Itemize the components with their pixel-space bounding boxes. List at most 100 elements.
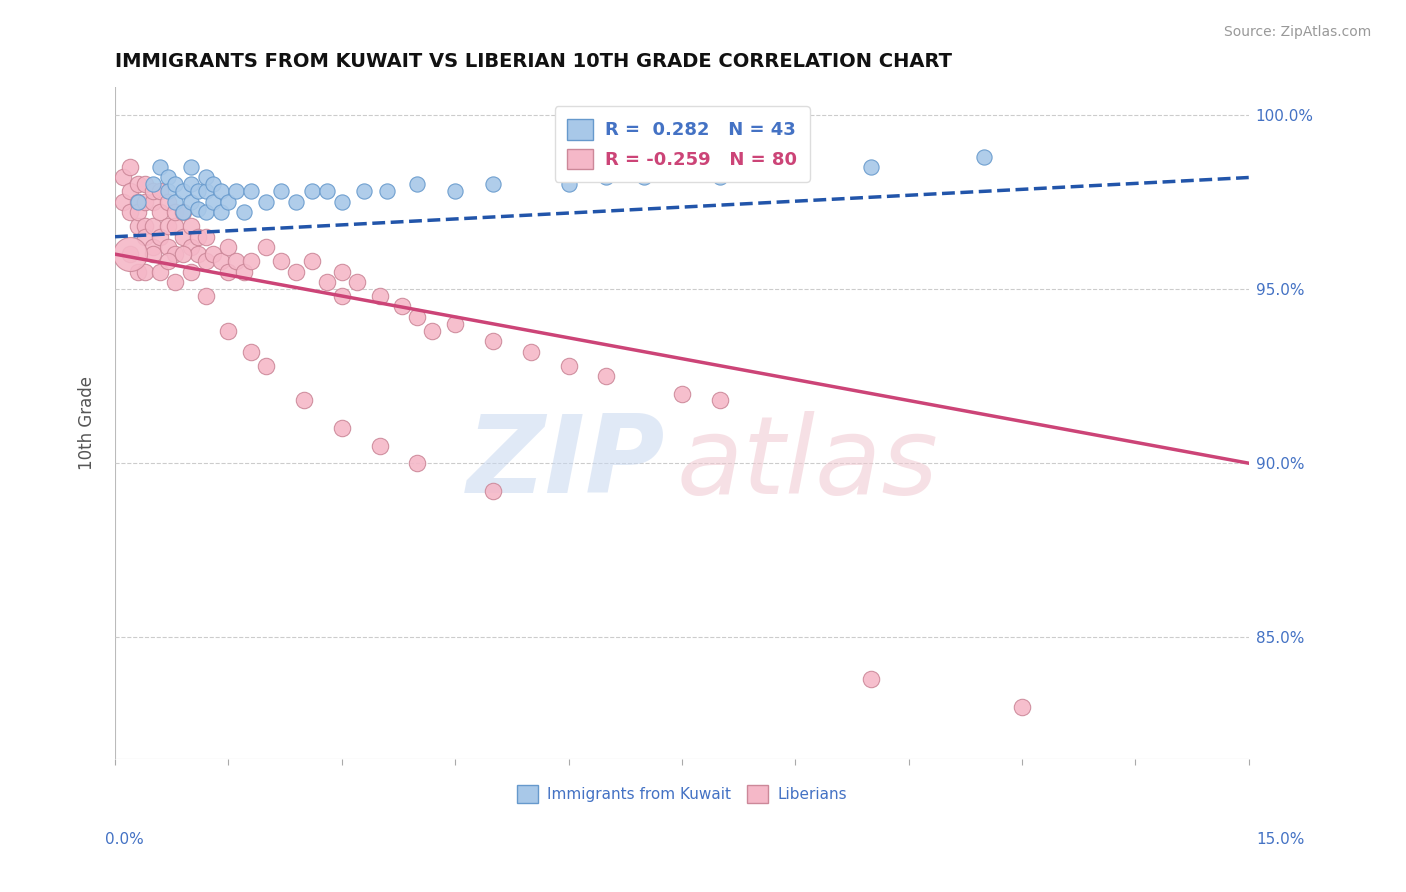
Point xyxy=(149,229,172,244)
Point xyxy=(180,240,202,254)
Point xyxy=(134,264,156,278)
Y-axis label: 10th Grade: 10th Grade xyxy=(79,376,96,470)
Point xyxy=(111,194,134,209)
Point xyxy=(156,170,179,185)
Point xyxy=(127,219,149,234)
Point xyxy=(217,240,239,254)
Point xyxy=(315,275,337,289)
Point xyxy=(180,264,202,278)
Point xyxy=(120,160,142,174)
Point xyxy=(120,247,142,261)
Point xyxy=(149,205,172,219)
Point xyxy=(595,369,617,384)
Point xyxy=(149,160,172,174)
Point xyxy=(330,289,353,303)
Point xyxy=(165,194,187,209)
Point xyxy=(187,247,209,261)
Point xyxy=(180,219,202,234)
Point xyxy=(270,254,292,268)
Point xyxy=(127,205,149,219)
Point xyxy=(1011,700,1033,714)
Point xyxy=(111,170,134,185)
Point xyxy=(165,178,187,192)
Point xyxy=(285,194,308,209)
Point xyxy=(202,178,225,192)
Point xyxy=(209,205,232,219)
Point xyxy=(127,194,149,209)
Point xyxy=(120,185,142,199)
Point xyxy=(165,205,187,219)
Point xyxy=(120,247,142,261)
Point xyxy=(406,310,429,324)
Point xyxy=(315,185,337,199)
Point xyxy=(120,205,142,219)
Point xyxy=(444,185,467,199)
Point xyxy=(859,672,882,686)
Point xyxy=(134,219,156,234)
Point xyxy=(301,254,323,268)
Point xyxy=(254,240,277,254)
Point xyxy=(142,194,165,209)
Point xyxy=(671,386,693,401)
Point xyxy=(165,275,187,289)
Point xyxy=(254,194,277,209)
Point xyxy=(127,194,149,209)
Point xyxy=(209,185,232,199)
Point xyxy=(406,456,429,470)
Point xyxy=(368,289,391,303)
Point xyxy=(165,247,187,261)
Point xyxy=(209,254,232,268)
Point xyxy=(142,219,165,234)
Point xyxy=(240,344,263,359)
Point xyxy=(172,247,194,261)
Point xyxy=(134,178,156,192)
Point xyxy=(156,185,179,199)
Text: 0.0%: 0.0% xyxy=(105,832,145,847)
Point xyxy=(859,160,882,174)
Point xyxy=(232,264,254,278)
Point xyxy=(482,178,505,192)
Point xyxy=(180,178,202,192)
Point xyxy=(973,150,995,164)
Point xyxy=(217,264,239,278)
Point xyxy=(709,170,731,185)
Point xyxy=(232,205,254,219)
Text: atlas: atlas xyxy=(676,411,938,516)
Point xyxy=(240,185,263,199)
Point xyxy=(557,178,579,192)
Point xyxy=(142,185,165,199)
Point xyxy=(172,185,194,199)
Point xyxy=(368,439,391,453)
Point xyxy=(422,324,444,338)
Point xyxy=(142,240,165,254)
Point xyxy=(595,170,617,185)
Point xyxy=(156,219,179,234)
Point xyxy=(142,247,165,261)
Legend: Immigrants from Kuwait, Liberians: Immigrants from Kuwait, Liberians xyxy=(510,779,853,809)
Point xyxy=(172,205,194,219)
Text: Source: ZipAtlas.com: Source: ZipAtlas.com xyxy=(1223,25,1371,39)
Point xyxy=(225,185,247,199)
Point xyxy=(149,264,172,278)
Point xyxy=(202,247,225,261)
Text: ZIP: ZIP xyxy=(467,410,665,516)
Point xyxy=(187,229,209,244)
Point xyxy=(142,178,165,192)
Point xyxy=(519,344,541,359)
Point xyxy=(194,229,217,244)
Point xyxy=(633,170,655,185)
Point xyxy=(330,421,353,435)
Point xyxy=(194,205,217,219)
Point xyxy=(156,194,179,209)
Point xyxy=(194,185,217,199)
Point xyxy=(353,185,375,199)
Point xyxy=(270,185,292,199)
Point xyxy=(375,185,398,199)
Point xyxy=(292,393,315,408)
Point xyxy=(202,194,225,209)
Text: IMMIGRANTS FROM KUWAIT VS LIBERIAN 10TH GRADE CORRELATION CHART: IMMIGRANTS FROM KUWAIT VS LIBERIAN 10TH … xyxy=(115,53,952,71)
Point xyxy=(194,170,217,185)
Point xyxy=(187,185,209,199)
Point xyxy=(217,324,239,338)
Point xyxy=(709,393,731,408)
